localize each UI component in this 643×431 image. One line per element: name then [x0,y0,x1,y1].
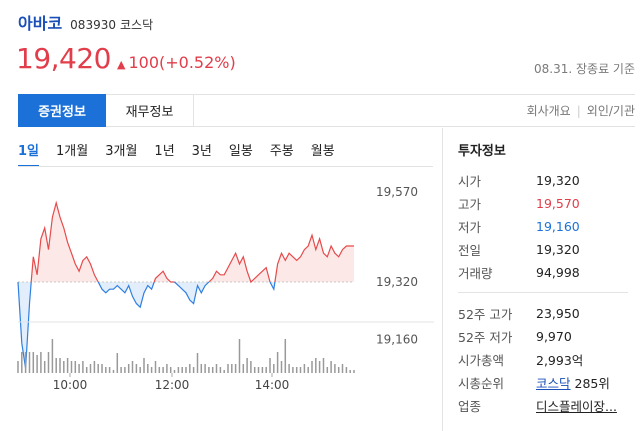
period-daily[interactable]: 일봉 [228,144,253,159]
tab-securities-info[interactable]: 증권정보 [18,94,106,127]
foreign-institution-link[interactable]: 외인/기관 [586,104,635,118]
info-label: 52주 저가 [458,330,513,345]
info-label: 52주 고가 [458,307,513,322]
price-change: ▲ 100(+0.52%) [117,53,236,72]
info-row-52w-high: 52주 고가 23,950 [458,302,638,325]
y-tick-label: 19,160 [376,333,418,347]
divider: | [576,103,581,118]
info-value: 94,998 [536,265,580,280]
period-3m[interactable]: 3개월 [105,144,138,159]
period-1m[interactable]: 1개월 [56,144,89,159]
info-label: 거래량 [458,266,493,281]
info-row-rank: 시총순위 코스닥 285위 [458,371,638,394]
price-line-segment [208,251,271,284]
company-overview-link[interactable]: 회사개요 [526,104,571,118]
info-value: 9,970 [536,329,572,344]
stock-market: 코스닥 [119,18,154,32]
price-area-fill [154,271,175,282]
info-label: 업종 [458,399,482,414]
tab-links: 회사개요 | 외인/기관 [527,95,635,126]
price-area-fill [98,282,155,308]
price-line-segment [274,233,354,283]
price-line-segment [269,281,276,292]
period-1y[interactable]: 1년 [154,144,175,159]
period-monthly[interactable]: 월봉 [310,144,335,159]
info-value: 19,320 [536,242,580,257]
info-tabs: 증권정보 재무정보 회사개요 | 외인/기관 [18,94,635,127]
info-value: 2,993억 [536,353,584,368]
up-arrow-icon: ▲ [116,58,126,71]
info-row-low: 저가 19,160 [458,215,638,238]
info-value: 19,570 [536,196,580,211]
price-area-fill [18,282,32,369]
info-value: 19,320 [536,173,580,188]
current-price: 19,420 [16,42,111,75]
info-label: 시가 [458,174,482,189]
info-value: 코스닥 285위 [536,373,610,392]
info-row-market-cap: 시가총액 2,993억 [458,348,638,371]
price-area-fill [31,202,99,282]
period-selector: 1일 1개월 3개월 1년 3년 일봉 주봉 월봉 [18,140,352,167]
stock-code: 083930 [70,18,116,32]
info-row-prev-close: 전일 19,320 [458,238,638,261]
stock-name[interactable]: 아바코 [18,14,63,33]
investment-info-title: 투자정보 [458,144,506,159]
intraday-chart[interactable]: 19,570 19,320 19,160 10:00 12:00 14:00 [0,170,440,400]
stock-header: 아바코 083930 코스닥 [18,10,153,34]
info-label: 저가 [458,220,482,235]
panel-divider [442,128,443,431]
info-row-industry: 업종 디스플레이장... [458,394,638,417]
period-divider [18,166,433,167]
info-label: 시가총액 [458,353,505,368]
price-line-segment [30,200,99,283]
info-row-volume: 거래량 94,998 [458,261,638,284]
price-line-segment [153,270,175,283]
info-label: 전일 [458,243,482,258]
y-tick-label: 19,320 [376,275,418,289]
period-weekly[interactable]: 주봉 [269,144,294,159]
info-row-high: 고가 19,570 [458,192,638,215]
info-label: 시총순위 [458,376,505,391]
y-tick-label: 19,570 [376,185,418,199]
tab-financial-info[interactable]: 재무정보 [106,94,194,127]
investment-info: 투자정보 시가 19,320 고가 19,570 저가 19,160 전일 19… [458,140,638,417]
x-tick-label: 12:00 [155,378,190,392]
price-area-fill [274,235,354,282]
date-status: 08.31. 장종료 기준 [534,62,635,76]
info-row-52w-low: 52주 저가 9,970 [458,325,638,348]
industry-link[interactable]: 디스플레이장... [536,399,617,414]
info-value: 19,160 [536,219,580,234]
x-tick-label: 10:00 [53,378,88,392]
price-change-value: 100(+0.52%) [128,53,236,72]
period-3y[interactable]: 3년 [191,144,212,159]
info-row-open: 시가 19,320 [458,169,638,192]
info-value: 23,950 [536,306,580,321]
info-label: 고가 [458,197,482,212]
price-area-fill [174,282,209,304]
info-divider [458,292,628,293]
price-area-fill [208,253,270,282]
rank-value: 285위 [574,376,610,391]
x-tick-label: 14:00 [255,378,290,392]
rank-market-link[interactable]: 코스닥 [536,376,571,391]
price-line-segment [174,281,210,305]
period-1d[interactable]: 1일 [18,140,40,167]
price-row: 19,420 ▲ 100(+0.52%) [16,42,236,75]
price-line-segment [97,281,155,309]
